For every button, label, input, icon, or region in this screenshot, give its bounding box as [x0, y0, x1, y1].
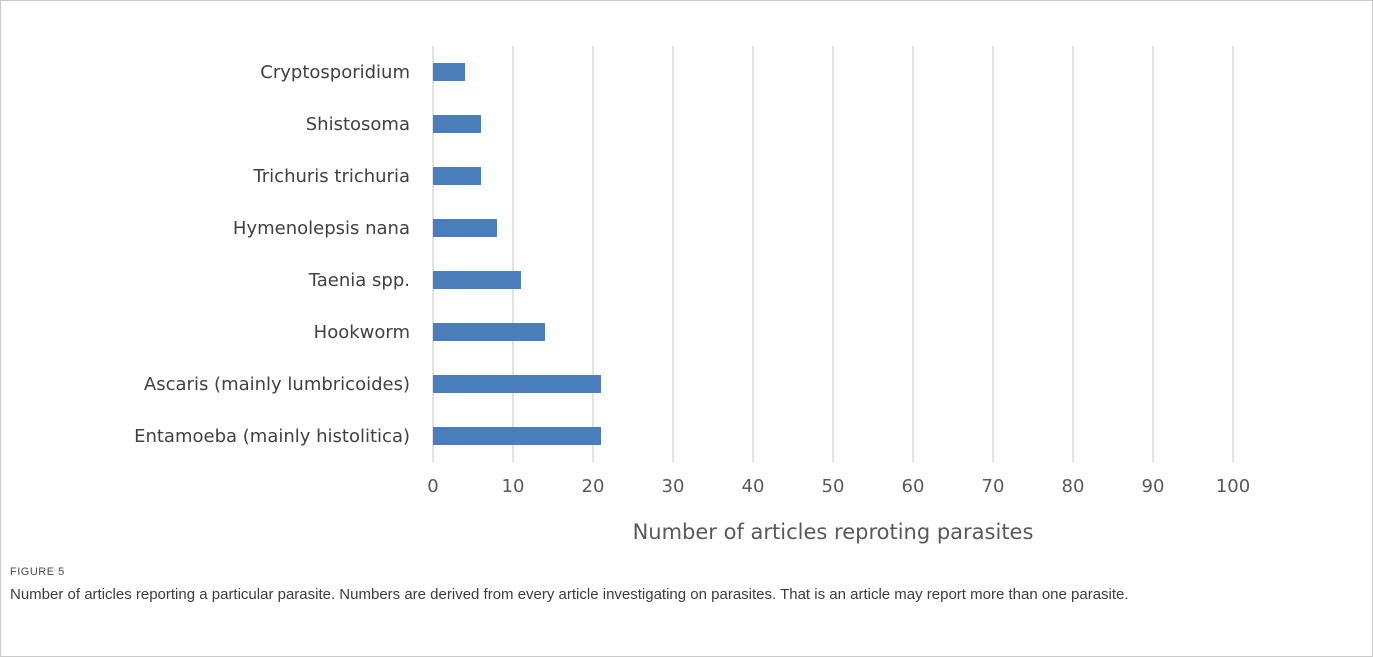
x-tick-label: 10 — [502, 476, 525, 497]
x-tick-label: 30 — [662, 476, 685, 497]
category-label: Trichuris trichuria — [252, 166, 410, 187]
figure-caption-block: FIGURE 5 Number of articles reporting a … — [10, 566, 1350, 605]
x-axis-title: Number of articles reproting parasites — [633, 520, 1034, 544]
bar — [433, 115, 481, 133]
category-label: Cryptosporidium — [260, 62, 410, 83]
bar — [433, 167, 481, 185]
bar — [433, 375, 601, 393]
x-tick-label: 80 — [1062, 476, 1085, 497]
x-tick-labels: 0 10 20 30 40 50 60 70 80 90 100 — [427, 476, 1250, 497]
x-tick-label: 0 — [427, 476, 438, 497]
x-tick-label: 20 — [582, 476, 605, 497]
category-label: Ascaris (mainly lumbricoides) — [144, 374, 410, 395]
category-label: Hymenolepsis nana — [233, 218, 410, 239]
bar — [433, 219, 497, 237]
bar — [433, 427, 601, 445]
category-label: Taenia spp. — [308, 270, 410, 291]
figure-label: FIGURE 5 — [10, 566, 65, 578]
bar — [433, 323, 545, 341]
category-label: Hookworm — [314, 322, 410, 343]
category-label: Entamoeba (mainly histolitica) — [134, 426, 410, 447]
x-tick-label: 100 — [1216, 476, 1250, 497]
grid-lines — [432, 46, 1234, 462]
figure-caption: Number of articles reporting a particula… — [10, 586, 1129, 603]
bars — [433, 63, 601, 445]
category-label: Shistosoma — [306, 114, 410, 135]
bar-chart: Cryptosporidium Shistosoma Trichuris trich… — [134, 46, 1250, 544]
bar — [433, 271, 521, 289]
x-tick-label: 40 — [742, 476, 765, 497]
category-labels: Cryptosporidium Shistosoma Trichuris trich… — [134, 62, 410, 447]
x-tick-label: 90 — [1142, 476, 1165, 497]
x-tick-label: 50 — [822, 476, 845, 497]
x-tick-label: 70 — [982, 476, 1005, 497]
bar — [433, 63, 465, 81]
x-tick-label: 60 — [902, 476, 925, 497]
